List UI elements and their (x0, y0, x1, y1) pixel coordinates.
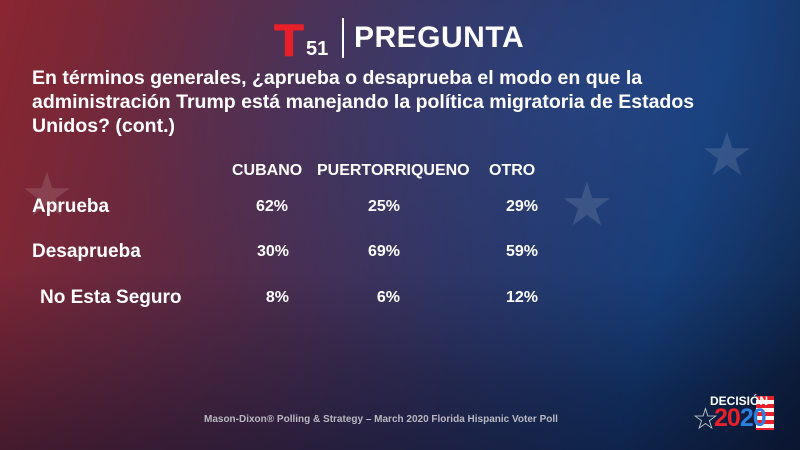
table-cell: 69% (367, 243, 400, 260)
table-cell: 29% (505, 198, 538, 215)
question-text: En términos generales, ¿aprueba o desapr… (32, 67, 695, 137)
table-cell: 6% (376, 289, 400, 306)
table-cell: 8% (265, 289, 289, 306)
table-cell: 62% (255, 198, 288, 215)
star-decoration: ★ (700, 121, 754, 188)
row-label: Desaprueba (32, 241, 141, 262)
telemundo-logo: T 51 (274, 16, 329, 67)
source-footer: Mason-Dixon® Polling & Strategy – March … (204, 414, 558, 425)
table-cell: 12% (505, 289, 538, 306)
column-header-puertorriqueno: PUERTORRIQUENO (317, 162, 470, 179)
column-header-otro: OTRO (489, 162, 536, 179)
star-icon: ☆ (692, 403, 719, 436)
star-decoration: ★ (20, 161, 74, 228)
table-cell: 25% (367, 198, 400, 215)
star-decoration: ★ (560, 171, 614, 238)
page-title: PREGUNTA (354, 21, 525, 54)
flag-stripes (756, 396, 774, 430)
header: T 51 PREGUNTA (270, 14, 525, 67)
decision-2020-logo: ☆ DECISIÓN 2020 (692, 394, 782, 436)
table-cell: 30% (256, 243, 289, 260)
column-header-cubano: CUBANO (232, 162, 303, 179)
row-label: No Esta Seguro (40, 287, 182, 308)
table-cell: 59% (505, 243, 538, 260)
row-label: Aprueba (32, 196, 110, 217)
divider (342, 18, 344, 58)
